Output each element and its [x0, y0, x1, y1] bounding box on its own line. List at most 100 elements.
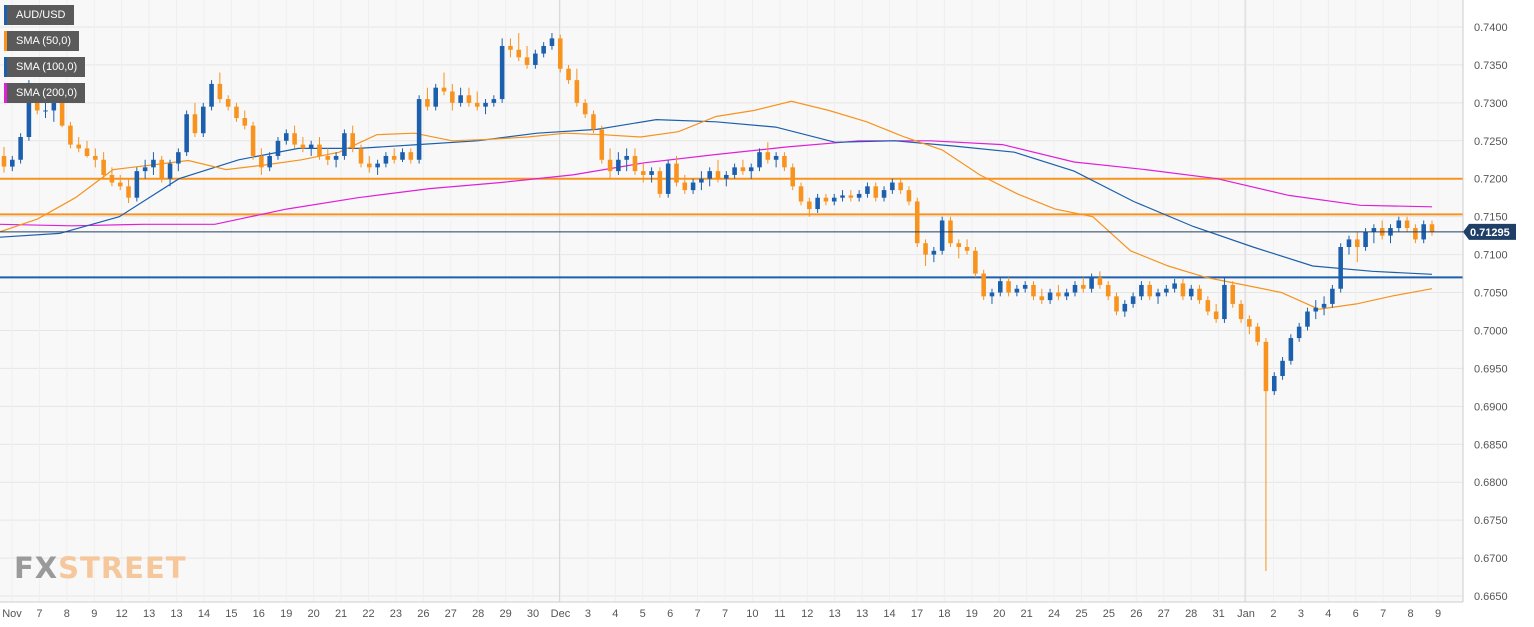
price-tick-label: 0.6900 [1474, 401, 1508, 413]
time-tick-label: 22 [362, 608, 374, 620]
candle-body [798, 186, 804, 202]
candle-body [956, 243, 962, 248]
time-tick-label: 20 [993, 608, 1005, 620]
candle-body [1039, 296, 1045, 301]
candle-body [682, 182, 688, 191]
candle-body [964, 247, 970, 251]
candle-body [1288, 338, 1294, 361]
candle-body [707, 171, 712, 179]
candle-body [1330, 288, 1335, 304]
candle-body [856, 193, 862, 198]
candle-body [93, 155, 98, 160]
price-tick-label: 0.6850 [1474, 439, 1508, 451]
candle-body [524, 57, 530, 65]
candle-body [499, 45, 505, 100]
candle-body [923, 243, 928, 255]
candle-body [1180, 283, 1186, 297]
candle-body [840, 195, 845, 198]
candle-body [690, 182, 696, 191]
candle-body [1105, 284, 1111, 297]
candle-body [283, 133, 289, 141]
candle-body [1089, 277, 1094, 289]
legend-label: SMA (50,0) [16, 35, 72, 47]
candle-body [474, 102, 480, 107]
candle-body [1147, 284, 1153, 297]
price-tick-label: 0.6700 [1474, 553, 1508, 565]
time-tick-label: 3 [1298, 608, 1304, 620]
time-tick-label: Jan [1237, 608, 1255, 620]
candle-body [1363, 231, 1368, 248]
candle-body [1247, 319, 1252, 327]
time-tick-label: 21 [1021, 608, 1033, 620]
candle-body [483, 102, 488, 107]
time-tick-label: 4 [1325, 608, 1331, 620]
candle-body [367, 163, 372, 168]
candle-body [831, 197, 837, 202]
candle-body [84, 148, 90, 156]
candle-body [773, 155, 779, 160]
current-price-tag [1463, 223, 1516, 240]
candle-body [1413, 228, 1418, 240]
candle-body [657, 171, 663, 194]
legend-label: SMA (100,0) [16, 61, 78, 73]
time-tick-label: 5 [640, 608, 646, 620]
candle-body [516, 49, 522, 58]
candle-body [159, 159, 165, 179]
time-tick-label: 14 [883, 608, 895, 620]
legend-label: SMA (200,0) [16, 87, 78, 99]
time-tick-label: 20 [308, 608, 320, 620]
current-price-label: 0.71295 [1470, 227, 1510, 239]
legend-item-sma-100[interactable]: SMA (100,0) [4, 57, 86, 77]
candle-body [989, 292, 995, 297]
price-axis: 0.7400 0.7350 0.7300 0.7250 0.7200 0.7150 0.71… [1474, 22, 1508, 603]
time-tick-label: 31 [1212, 608, 1224, 620]
price-tick-label: 0.7250 [1474, 136, 1508, 148]
time-tick-label: 7 [1380, 608, 1386, 620]
time-tick-label: 12 [116, 608, 128, 620]
time-tick-label: 4 [612, 608, 618, 620]
time-tick-label: 28 [1185, 608, 1197, 620]
candle-body [914, 201, 920, 244]
candle-body [1429, 224, 1435, 232]
sma-100-line [0, 118, 1433, 275]
legend-item-audusd[interactable]: AUD/USD [4, 5, 74, 25]
price-tick-label: 0.6750 [1474, 515, 1508, 527]
candle-body [458, 95, 463, 103]
price-tick-label: 0.7100 [1474, 250, 1508, 262]
price-tick-label: 0.7050 [1474, 288, 1508, 300]
candles [1, 33, 1435, 571]
candle-body [259, 155, 264, 168]
candle-body [1188, 288, 1194, 297]
candle-body [873, 186, 879, 198]
legend-item-sma-50[interactable]: SMA (50,0) [4, 31, 80, 51]
time-tick-label: 13 [143, 608, 155, 620]
candle-body [1, 155, 7, 167]
candle-body [740, 167, 746, 172]
candle-body [649, 171, 654, 175]
time-axis: Nov 7 8 9 12 13 13 14 15 16 19 20 21 22 23 26 27 28 29 30 De… [2, 608, 1441, 620]
time-tick-label: 19 [966, 608, 978, 620]
candle-body [408, 152, 414, 160]
time-tick-label: 24 [1048, 608, 1060, 620]
candle-body [973, 250, 978, 274]
legend-item-sma-200[interactable]: SMA (200,0) [4, 83, 86, 103]
candle-body [574, 80, 580, 103]
time-tick-label: 26 [417, 608, 429, 620]
candle-body [557, 38, 563, 69]
candle-body [300, 144, 306, 149]
candle-body [807, 201, 812, 210]
candle-body [782, 155, 787, 168]
candle-body [275, 140, 281, 156]
candle-body [68, 125, 73, 145]
candle-body [358, 148, 364, 164]
candle-body [865, 186, 870, 194]
price-tick-label: 0.6950 [1474, 363, 1508, 375]
time-tick-label: 13 [170, 608, 182, 620]
candle-body [1081, 284, 1086, 289]
candle-body [1056, 292, 1061, 297]
candle-body [151, 159, 156, 168]
candle-body [665, 163, 671, 194]
time-tick-label: 13 [856, 608, 868, 620]
candle-body [308, 144, 314, 149]
candle-body [167, 163, 173, 179]
